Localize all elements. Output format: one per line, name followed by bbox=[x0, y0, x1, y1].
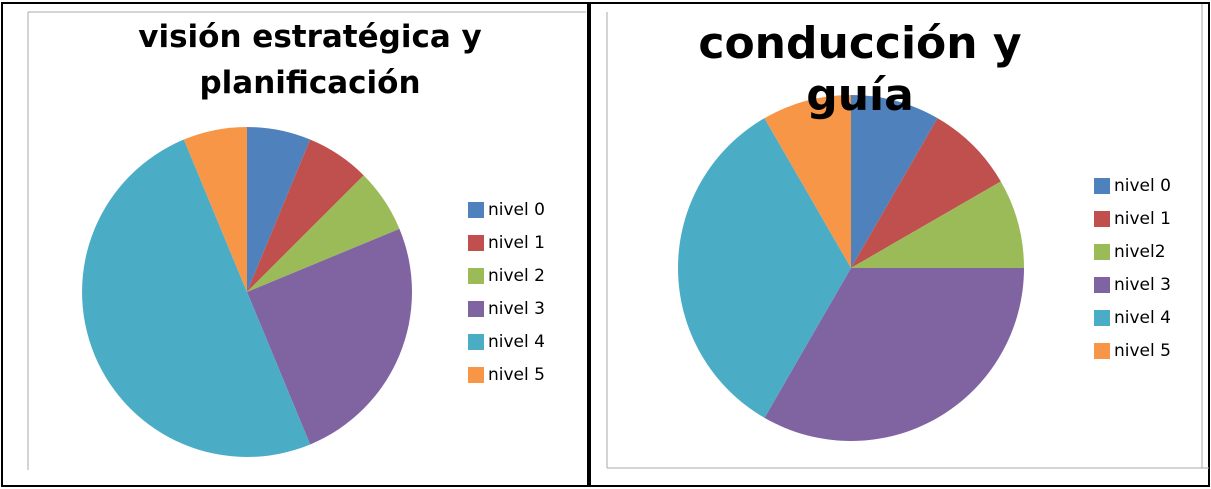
pie-slice bbox=[851, 181, 1024, 268]
pie-slice bbox=[247, 139, 364, 292]
pie-slice bbox=[183, 127, 247, 292]
panel-border bbox=[589, 2, 1210, 487]
legend-swatch bbox=[1094, 244, 1110, 260]
legend-label: nivel 1 bbox=[488, 233, 545, 253]
legend-swatch bbox=[468, 202, 484, 218]
legend-swatch bbox=[468, 334, 484, 350]
chart-title: visión estratégica y planificación bbox=[138, 19, 482, 101]
legend-label: nivel 4 bbox=[1114, 308, 1171, 328]
legend-swatch bbox=[1094, 277, 1110, 293]
legend-swatch bbox=[468, 301, 484, 317]
pie-slice bbox=[764, 95, 851, 268]
legend-label: nivel 3 bbox=[488, 299, 545, 319]
legend-label: nivel 1 bbox=[1114, 209, 1171, 229]
legend-label: nivel2 bbox=[1114, 242, 1166, 262]
legend-swatch bbox=[468, 367, 484, 383]
legend-label: nivel 2 bbox=[488, 266, 545, 286]
legend-label: nivel 0 bbox=[1114, 176, 1171, 196]
legend-label: nivel 0 bbox=[488, 200, 545, 220]
legend-swatch bbox=[1094, 343, 1110, 359]
legend-label: nivel 5 bbox=[1114, 341, 1171, 361]
pie-slice bbox=[247, 228, 412, 445]
pie-slice bbox=[82, 139, 311, 457]
pie-slice bbox=[851, 95, 938, 268]
pie-slice bbox=[247, 127, 311, 292]
legend-swatch bbox=[1094, 211, 1110, 227]
legend-label: nivel 3 bbox=[1114, 275, 1171, 295]
panel-border bbox=[1, 2, 589, 487]
legend-swatch bbox=[1094, 178, 1110, 194]
legend-swatch bbox=[1094, 310, 1110, 326]
pie-slice bbox=[851, 118, 1001, 268]
pie-slice bbox=[764, 268, 1024, 441]
legend-swatch bbox=[468, 268, 484, 284]
chart-title: conducción y guía bbox=[698, 18, 1022, 121]
pie-slice bbox=[247, 175, 400, 292]
legend-label: nivel 5 bbox=[488, 365, 545, 385]
legend-swatch bbox=[468, 235, 484, 251]
legend-label: nivel 4 bbox=[488, 332, 545, 352]
